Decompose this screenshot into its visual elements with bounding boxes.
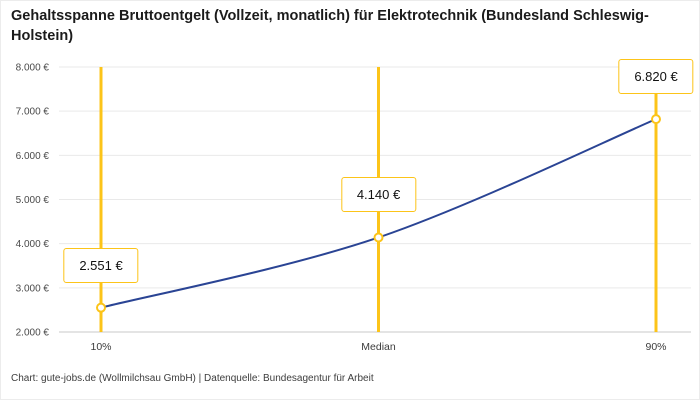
- x-tick-label: 10%: [90, 341, 111, 353]
- y-tick-label: 4.000 €: [16, 239, 50, 250]
- data-point-marker: [651, 114, 661, 125]
- y-tick-label: 7.000 €: [16, 107, 50, 118]
- y-tick-label: 6.000 €: [16, 151, 50, 162]
- x-tick-label: 90%: [645, 341, 666, 353]
- chart-title: Gehaltsspanne Bruttoentgelt (Vollzeit, m…: [11, 8, 649, 44]
- x-tick-label: Median: [361, 341, 396, 353]
- data-point-marker: [373, 232, 384, 243]
- y-tick-label: 2.000 €: [16, 328, 50, 339]
- y-tick-label: 3.000 €: [16, 283, 50, 294]
- data-point-marker: [96, 302, 106, 313]
- chart-credit: Chart: gute-jobs.de (Wollmilchsau GmbH) …: [11, 373, 374, 384]
- y-tick-label: 8.000 €: [16, 63, 50, 74]
- y-tick-label: 5.000 €: [16, 195, 50, 206]
